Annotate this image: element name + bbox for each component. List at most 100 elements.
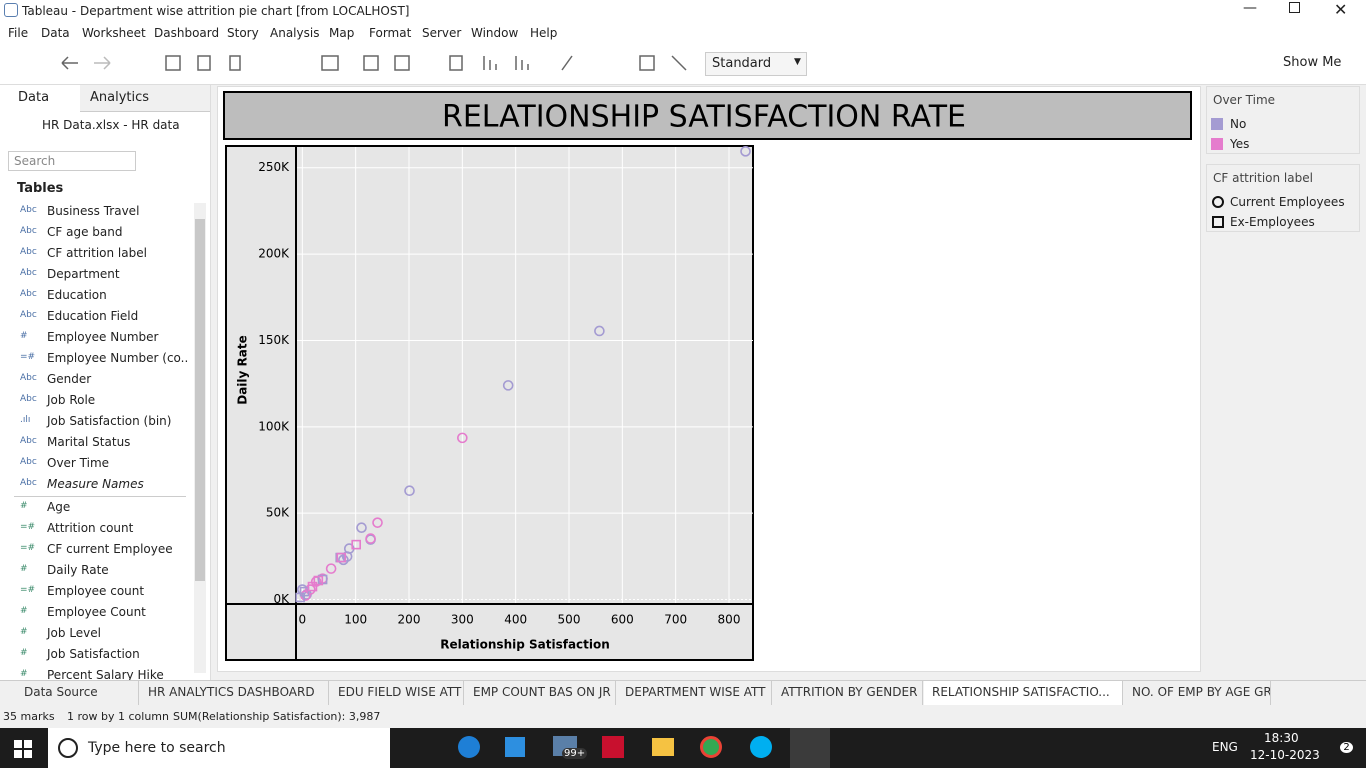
notification-count[interactable]: 2: [1340, 742, 1353, 753]
fit-dropdown[interactable]: Standard ▼: [705, 52, 807, 76]
field[interactable]: =# Employee count: [0, 581, 188, 602]
tableau-task[interactable]: [790, 728, 830, 768]
menu-item[interactable]: Window: [471, 26, 519, 40]
field-list: Abc Business Travel Abc CF age band Abc CF at…: [0, 201, 188, 680]
field-type: #: [20, 564, 28, 574]
sheet-tab[interactable]: NO. OF EMP BY AGE GRP: [1124, 681, 1271, 705]
x-tick-label: 100: [344, 613, 367, 627]
explorer[interactable]: [652, 738, 674, 756]
point: [295, 592, 306, 603]
minimize[interactable]: —: [1243, 0, 1257, 16]
field-name: Business Travel: [47, 204, 140, 218]
sheet-tab-label: EDU FIELD WISE ATT: [338, 685, 462, 699]
menu-item[interactable]: File: [8, 26, 29, 40]
x-tick-label: 500: [558, 613, 581, 627]
chrome[interactable]: [700, 736, 722, 758]
field[interactable]: Abc Gender: [0, 369, 188, 390]
sheet-tab[interactable]: Data Source: [8, 681, 139, 705]
menu-item[interactable]: Server: [422, 26, 462, 40]
legend-shape[interactable]: [1212, 216, 1224, 228]
field-type: Abc: [20, 205, 37, 215]
field[interactable]: Abc Measure Names: [0, 474, 188, 495]
search-text: Type here to search: [88, 740, 226, 756]
show-me[interactable]: Show Me: [1283, 55, 1342, 70]
skype[interactable]: [750, 736, 772, 758]
field[interactable]: Abc Job Role: [0, 390, 188, 411]
point: [740, 146, 751, 157]
menu-item[interactable]: Story: [227, 26, 259, 40]
restore[interactable]: [1289, 2, 1300, 13]
menu-item[interactable]: Dashboard: [154, 26, 220, 40]
close[interactable]: ✕: [1334, 0, 1348, 19]
store[interactable]: [505, 737, 525, 757]
field[interactable]: Abc Over Time: [0, 453, 188, 474]
y-tick-label: 100K: [258, 419, 290, 433]
tab-label: Analytics: [90, 90, 150, 105]
sheet-tab[interactable]: EDU FIELD WISE ATT: [330, 681, 464, 705]
legend-label[interactable]: No: [1230, 117, 1247, 131]
legend-shape[interactable]: [1212, 196, 1224, 208]
field-name: Over Time: [47, 456, 110, 470]
menu-item[interactable]: Data: [41, 26, 70, 40]
field[interactable]: # Employee Count: [0, 602, 188, 623]
field[interactable]: # Employee Number: [0, 327, 188, 348]
legend-title: Over Time: [1213, 93, 1276, 107]
field[interactable]: .ılı Job Satisfaction (bin): [0, 411, 188, 432]
menu-item[interactable]: Analysis: [270, 26, 320, 40]
side-pane: Data Analytics HR Data.xlsx - HR data Se…: [0, 85, 211, 680]
legend-label[interactable]: Current Employees: [1230, 195, 1345, 209]
edge[interactable]: [458, 736, 480, 758]
field[interactable]: # Job Satisfaction: [0, 644, 188, 665]
field[interactable]: Abc Education: [0, 285, 188, 306]
field[interactable]: # Job Level: [0, 623, 188, 644]
sheet-tab[interactable]: EMP COUNT BAS ON JR: [465, 681, 616, 705]
start-button[interactable]: [14, 740, 32, 758]
field[interactable]: =# Attrition count: [0, 518, 188, 539]
sheet-tab[interactable]: RELATIONSHIP SATISFACTIO...: [924, 681, 1123, 705]
tab-analytics[interactable]: Analytics: [80, 85, 210, 112]
legend-title: CF attrition label: [1213, 171, 1313, 185]
field[interactable]: =# CF current Employee: [0, 539, 188, 560]
menu-item[interactable]: Help: [530, 26, 558, 40]
field-name: Job Level: [47, 626, 101, 640]
field[interactable]: Abc Marital Status: [0, 432, 188, 453]
menu-item[interactable]: Format: [369, 26, 412, 40]
x-tick-label: 400: [504, 613, 527, 627]
tab-data[interactable]: Data: [0, 85, 80, 113]
legend-label[interactable]: Ex-Employees: [1230, 215, 1315, 229]
legend-swatch[interactable]: [1211, 138, 1223, 150]
mcafee[interactable]: [602, 736, 624, 758]
field-name: Employee Number (co...: [47, 351, 188, 365]
field[interactable]: # Daily Rate: [0, 560, 188, 581]
point: [594, 325, 605, 337]
legend-label[interactable]: Yes: [1230, 137, 1250, 151]
field[interactable]: Abc CF attrition label: [0, 243, 188, 264]
point: [338, 554, 349, 566]
field-name: Job Satisfaction: [47, 647, 140, 661]
sheet-tab[interactable]: HR ANALYTICS DASHBOARD: [140, 681, 329, 705]
field[interactable]: Abc Department: [0, 264, 188, 285]
field[interactable]: Abc Education Field: [0, 306, 188, 327]
field-name: Daily Rate: [47, 563, 109, 577]
field-name: Percent Salary Hike: [47, 668, 164, 680]
field-name: Marital Status: [47, 435, 131, 449]
field-name: Education: [47, 288, 107, 302]
field[interactable]: =# Employee Number (co...: [0, 348, 188, 369]
scroll-thumb[interactable]: [195, 219, 205, 581]
field[interactable]: # Percent Salary Hike: [0, 665, 188, 680]
sheet-tabs: Data Source HR ANALYTICS DASHBOARD EDU FIE…: [0, 680, 1366, 706]
field[interactable]: Abc Business Travel: [0, 201, 188, 222]
search-box[interactable]: Search: [8, 151, 136, 171]
sheet-tab[interactable]: DEPARTMENT WISE ATT: [617, 681, 772, 705]
menu-item[interactable]: Worksheet: [82, 26, 146, 40]
taskbar-search[interactable]: Type here to search: [48, 728, 390, 768]
legend-swatch[interactable]: [1211, 118, 1223, 130]
data-source[interactable]: HR Data.xlsx - HR data: [42, 118, 180, 132]
sheet-tab-label: EMP COUNT BAS ON JR: [473, 685, 611, 699]
field[interactable]: # Age: [0, 497, 188, 518]
menu-item[interactable]: Map: [329, 26, 355, 40]
sheet-tab[interactable]: ATTRITION BY GENDER: [773, 681, 923, 705]
point: [356, 522, 367, 533]
field[interactable]: Abc CF age band: [0, 222, 188, 243]
